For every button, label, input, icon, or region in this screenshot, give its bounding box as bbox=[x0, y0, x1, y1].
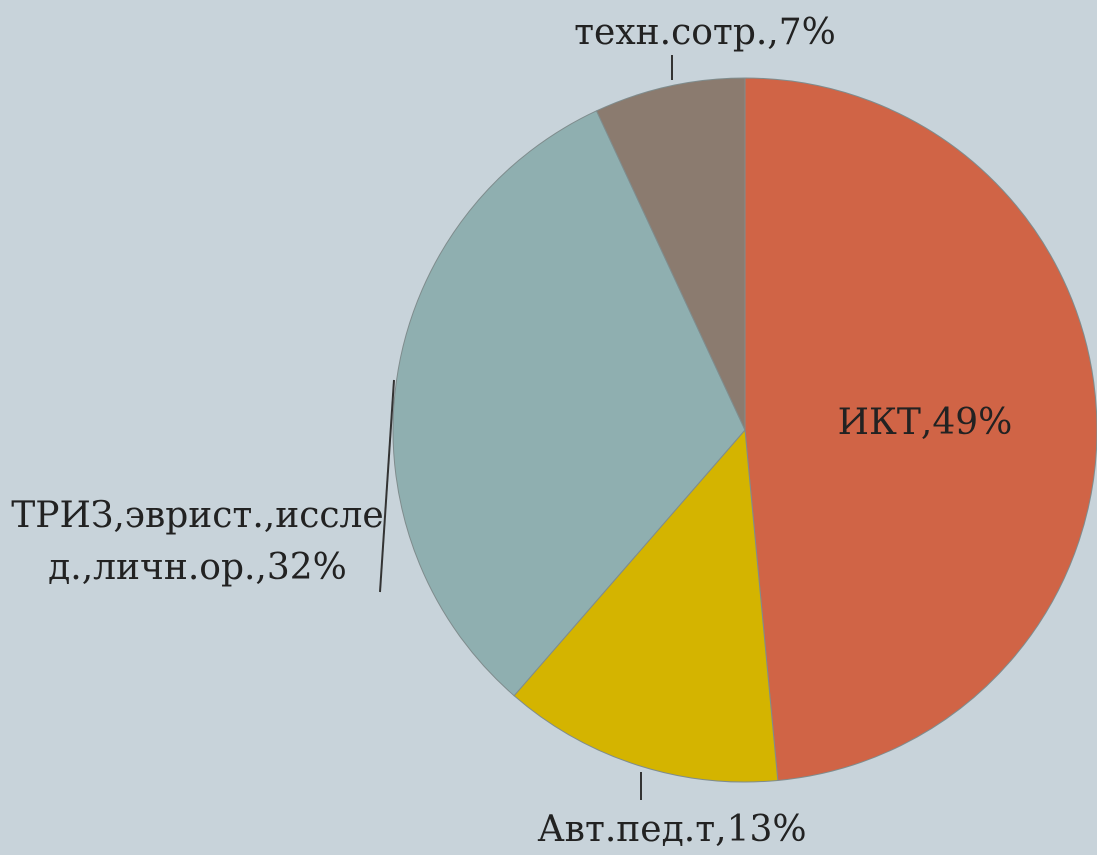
data-label: ТРИЗ,эврист.,исслед.,личн.ор.,32% bbox=[11, 495, 384, 588]
slice bbox=[595, 77, 746, 431]
slice bbox=[513, 428, 779, 783]
slice bbox=[392, 110, 746, 697]
data-label: Авт.пед.т,13% bbox=[537, 809, 806, 850]
leader-line bbox=[379, 379, 395, 593]
data-label: техн.сотр.,7% bbox=[574, 12, 836, 53]
slices bbox=[392, 77, 1097, 783]
data-label: ИКТ,49% bbox=[838, 402, 1013, 443]
